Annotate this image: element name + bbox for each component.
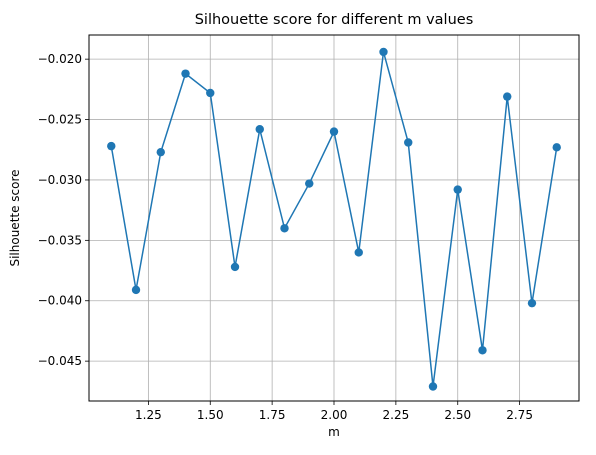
ticks: 1.25 1.50 1.75 2.00 2.25 2.50 2.75 −0.020 −0.025… xyxy=(38,52,533,422)
y-axis-label: Silhouette score xyxy=(8,169,22,266)
data-point xyxy=(305,179,314,188)
data-point xyxy=(404,138,413,147)
data-point xyxy=(181,69,190,78)
data-point xyxy=(107,141,116,151)
chart-title: Silhouette score for different m values xyxy=(195,12,474,28)
x-tick-label: 1.75 xyxy=(259,408,286,422)
x-tick-label: 1.25 xyxy=(135,408,162,422)
data-point xyxy=(206,88,215,98)
data-point xyxy=(379,47,388,57)
y-tick-label: −0.035 xyxy=(38,233,82,247)
x-tick-label: 2.75 xyxy=(506,408,533,422)
data-point xyxy=(453,185,462,194)
data-point xyxy=(354,248,363,257)
y-tick-label: −0.045 xyxy=(38,354,82,368)
x-tick-label: 2.00 xyxy=(321,408,348,422)
x-tick-label: 1.50 xyxy=(197,408,224,422)
data-point xyxy=(280,224,289,233)
data-point xyxy=(552,143,561,152)
series xyxy=(107,47,561,391)
y-tick-label: −0.040 xyxy=(38,294,82,308)
data-point xyxy=(329,127,339,136)
y-tick-label: −0.025 xyxy=(38,113,82,127)
x-tick-label: 2.25 xyxy=(383,408,410,422)
data-point xyxy=(156,147,165,157)
data-point xyxy=(428,382,438,391)
data-point xyxy=(478,346,487,355)
x-tick-label: 2.50 xyxy=(444,408,471,422)
data-point xyxy=(503,92,512,101)
data-point xyxy=(527,298,537,308)
data-point xyxy=(131,285,141,295)
data-point xyxy=(230,262,240,272)
x-axis-label: m xyxy=(328,425,340,439)
y-tick-label: −0.020 xyxy=(38,52,82,66)
y-tick-label: −0.030 xyxy=(38,173,82,187)
data-point xyxy=(255,125,264,134)
